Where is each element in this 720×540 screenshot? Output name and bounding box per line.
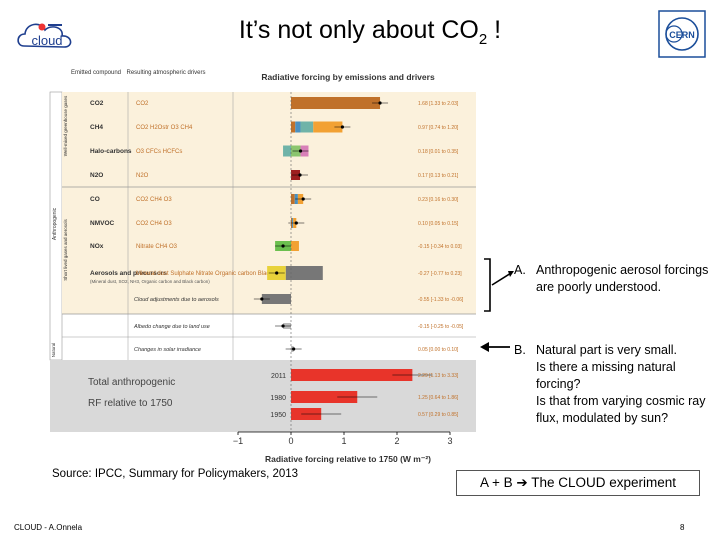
annotation-a: A. Anthropogenic aerosol forcings are poo… (514, 262, 714, 296)
forcing-bar (291, 266, 323, 280)
annotation-a-label: A. (514, 263, 526, 277)
forcing-value-label: -0.27 [-0.77 to 0.23] (418, 271, 462, 277)
conclusion-box: A + B ➔ The CLOUD experiment (456, 470, 700, 496)
arrowhead-a (508, 271, 514, 277)
total-anthropogenic-label: Total anthropogenic (88, 377, 175, 388)
shortlived-band (62, 187, 476, 314)
forcing-value-label: 0.05 [0.00 to 0.10] (418, 347, 459, 353)
header-emitted-compound: Emitted compound (71, 70, 121, 76)
driver-label: Mineral dust Sulphate Nitrate Organic ca… (136, 271, 292, 277)
forcing-bar (300, 121, 314, 133)
radiative-forcing-figure: Anthropogenic Well-mixed greenhouse gase… (49, 70, 476, 464)
compound-label: CO2 (90, 100, 104, 107)
arrow-right-icon: ➔ (516, 475, 528, 490)
bracket-a (484, 258, 491, 312)
group-label-anthropogenic: Anthropogenic (52, 207, 58, 240)
group-label-wmghg: Well-mixed greenhouse gases (63, 95, 68, 156)
forcing-value-label: 1.68 [1.33 to 2.03] (418, 101, 459, 107)
driver-label: Cloud adjustments due to aerosols (134, 297, 219, 303)
svg-text:cloud: cloud (31, 33, 62, 48)
cloud-logo: cloud (17, 23, 72, 48)
total-year-label: 1980 (270, 395, 286, 402)
forcing-bar (283, 145, 291, 157)
header-atmospheric-drivers: Resulting atmospheric drivers (126, 70, 205, 76)
wmghg-band (62, 92, 476, 187)
chart-title: Radiative forcing by emissions and drive… (261, 72, 435, 82)
annotation-b: B. Natural part is very small. Is there a … (514, 342, 720, 427)
compound-label: N2O (90, 172, 103, 179)
x-tick-label: −1 (233, 436, 243, 446)
forcing-bar (313, 121, 343, 133)
total-year-label: 1950 (270, 412, 286, 419)
x-tick-label: 1 (341, 436, 346, 446)
forcing-value-label: 0.18 [0.01 to 0.35] (418, 149, 459, 155)
slide-title: It’s not only about CO2 ! (238, 16, 502, 48)
total-bar (291, 391, 358, 403)
annotation-b-text: Natural part is very small. Is there a mi… (536, 343, 706, 425)
rf-relative-label: RF relative to 1750 (88, 398, 173, 409)
total-value-label: 0.57 [0.29 to 0.85] (418, 412, 459, 418)
total-value-label: 1.25 [0.64 to 1.86] (418, 395, 459, 401)
arrow-line-a (491, 272, 512, 286)
annotation-arrows (480, 258, 514, 352)
driver-label: CO2 (136, 101, 149, 107)
forcing-value-label: 0.23 [0.16 to 0.30] (418, 197, 459, 203)
compound-note: (Mineral dust, SO2, NH3, Organic carbon … (90, 279, 210, 284)
total-bar (291, 369, 413, 381)
driver-label: O3 CFCs HCFCs (136, 149, 182, 155)
annotation-a-text: Anthropogenic aerosol forcings are poorl… (536, 263, 709, 294)
forcing-value-label: 0.97 [0.74 to 1.20] (418, 125, 459, 131)
compound-label: NMVOC (90, 220, 115, 227)
driver-label: Albedo change due to land use (133, 324, 210, 330)
forcing-bar (285, 266, 291, 280)
annotation-b-label: B. (514, 343, 526, 357)
forcing-value-label: 0.10 [0.05 to 0.15] (418, 221, 459, 227)
group-label-shortlived: Short lived gases and aerosols (63, 218, 68, 280)
driver-label: Nitrate CH4 O3 (136, 244, 178, 250)
compound-label: CO (90, 196, 100, 203)
compound-label: CH4 (90, 124, 103, 131)
svg-text:CERN: CERN (669, 30, 695, 40)
driver-label: CO2 H2Ostr O3 CH4 (136, 125, 193, 131)
forcing-value-label: 0.17 [0.13 to 0.21] (418, 173, 459, 179)
x-tick-label: 2 (394, 436, 399, 446)
group-label-natural: Natural (51, 343, 56, 358)
page-number: 8 (680, 523, 685, 532)
x-axis-label: Radiative forcing relative to 1750 (W m⁻… (265, 454, 431, 464)
forcing-bar (291, 97, 381, 109)
x-tick-label: 0 (288, 436, 293, 446)
driver-label: N2O (136, 173, 149, 179)
compound-label: NOx (90, 243, 104, 250)
forcing-value-label: -0.55 [-1.33 to -0.06] (418, 297, 464, 303)
compound-label: Aerosols and precursors (90, 270, 167, 277)
forcing-bar (295, 121, 301, 133)
forcing-bar (291, 194, 295, 204)
forcing-bar (291, 241, 299, 251)
driver-label: CO2 CH4 O3 (136, 221, 172, 227)
arrowhead-b (480, 342, 489, 352)
driver-label: CO2 CH4 O3 (136, 197, 172, 203)
cern-logo: CERN (658, 10, 706, 58)
forcing-bar (261, 294, 291, 304)
compound-label: Halo-carbons (90, 148, 132, 155)
source-citation: Source: IPCC, Summary for Policymakers, … (52, 468, 299, 480)
driver-label: Changes in solar irradiance (134, 347, 201, 353)
x-tick-label: 3 (447, 436, 452, 446)
forcing-value-label: -0.15 [-0.34 to 0.03] (418, 244, 462, 250)
forcing-value-label: -0.15 [-0.25 to -0.05] (418, 324, 464, 330)
footer-author: CLOUD - A.Onnela (14, 523, 83, 532)
forcing-bar (291, 121, 296, 133)
total-value-label: 2.29 [1.13 to 3.33] (418, 373, 459, 379)
total-year-label: 2011 (271, 373, 286, 380)
